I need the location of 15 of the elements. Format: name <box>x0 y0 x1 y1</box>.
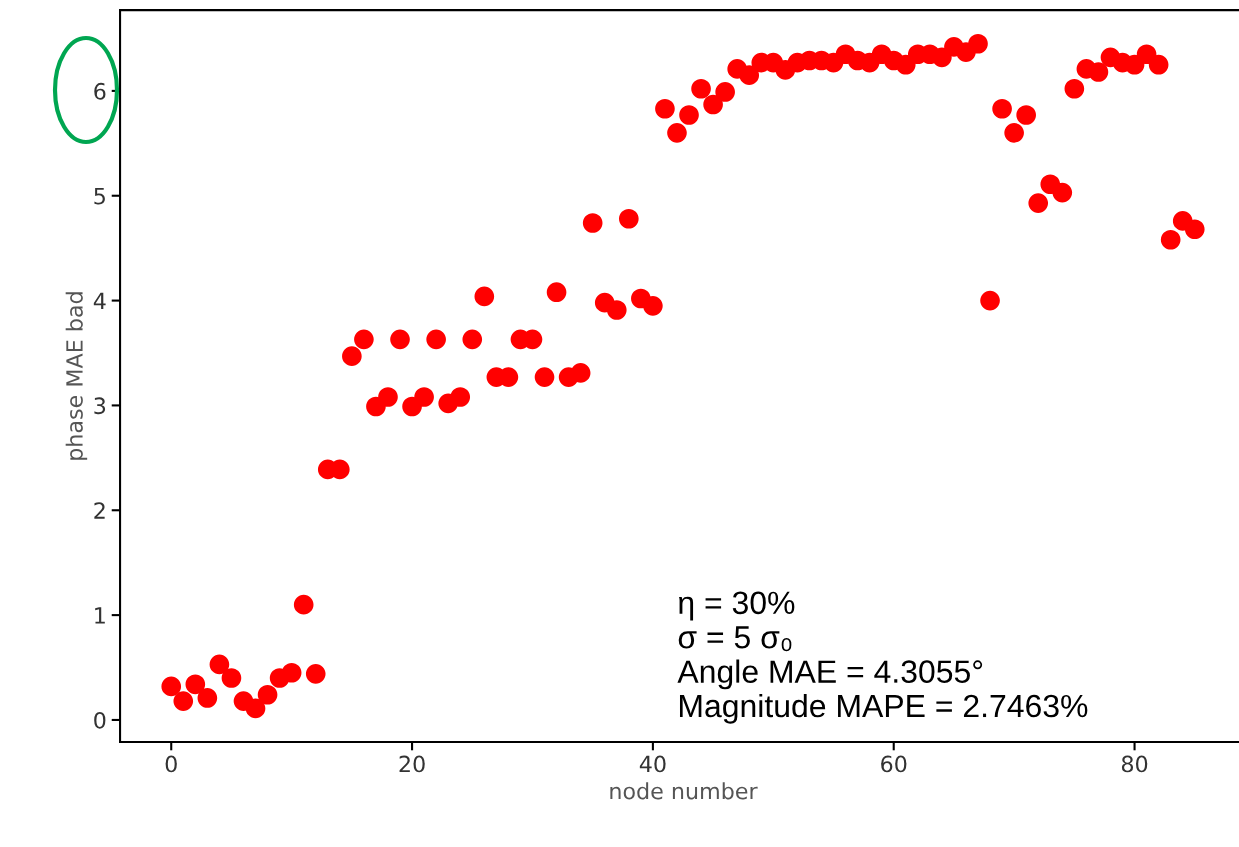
x-tick-label: 0 <box>165 755 177 773</box>
x-tick-label: 60 <box>881 755 907 773</box>
y-tick-label: 2 <box>94 502 105 519</box>
y-tick-label: 1 <box>95 607 105 624</box>
y-tick-label: 3 <box>94 397 106 415</box>
y-tick-label: 6 <box>94 82 106 100</box>
y-tick-label: 4 <box>93 292 106 310</box>
annotation: η = 30% σ = 5 σ₀ Angle MAE = 4.3055° Magnitude MAPE = 2.7463% <box>677 591 1088 724</box>
y-axis-title: phase MAE bad <box>65 292 88 460</box>
y-tick-label: 5 <box>94 187 105 205</box>
x-tick-label: 80 <box>1121 755 1148 773</box>
x-tick-label: 20 <box>399 755 425 773</box>
y-tick-label: 0 <box>94 711 106 729</box>
x-axis-title: node number <box>610 782 758 800</box>
x-tick-label: 40 <box>639 755 666 773</box>
